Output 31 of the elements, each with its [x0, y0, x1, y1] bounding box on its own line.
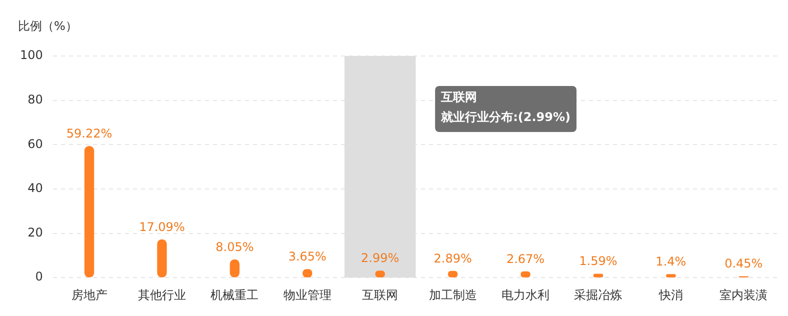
data-label: 2.99% [361, 251, 400, 266]
x-tick-label: 房地产 [71, 288, 108, 302]
data-label: 2.89% [434, 251, 472, 266]
data-label: 8.05% [216, 240, 254, 254]
y-axis-title: 比例（%） [18, 18, 78, 35]
x-tick-label: 电力水利 [502, 288, 550, 302]
y-tick-label: 0 [35, 270, 43, 284]
data-label: 1.4% [656, 254, 686, 269]
y-tick-label: 20 [28, 225, 43, 240]
annotation: 互联网 [440, 90, 478, 104]
y-tick-label: 100 [20, 48, 43, 62]
data-label: 17.09% [139, 220, 185, 234]
y-tick-label: 60 [28, 136, 43, 151]
x-tick-label: 快消 [658, 288, 683, 302]
bar [157, 239, 167, 278]
x-tick-label: 室内装潢 [720, 288, 768, 302]
y-tick-label: 80 [28, 92, 43, 106]
x-tick-label: 加工制造 [428, 288, 477, 302]
x-tick-label: 采掘冶炼 [574, 288, 622, 302]
bar [84, 146, 94, 278]
data-label: 3.65% [288, 250, 326, 264]
x-tick-label: 物业管理 [283, 288, 332, 302]
x-tick-label: 互联网 [362, 288, 398, 302]
data-label: 59.22% [66, 126, 112, 140]
annotation: 就业行业分布:(2.99%) [440, 110, 571, 124]
data-label: 1.59% [579, 254, 618, 268]
x-tick-label: 机械重工 [210, 288, 259, 302]
data-label: 0.45% [724, 256, 763, 271]
y-tick-label: 40 [28, 181, 43, 196]
data-label: 2.67% [506, 252, 545, 266]
x-tick-label: 其他行业 [138, 288, 186, 302]
